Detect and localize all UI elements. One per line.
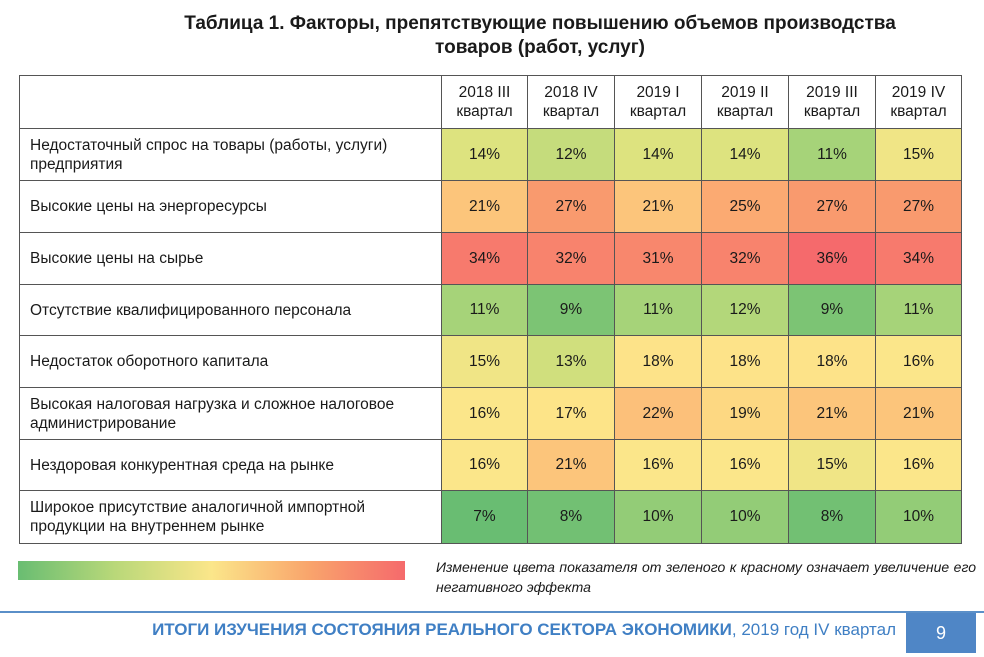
value-cell: 16% <box>441 439 528 491</box>
footer-period: , 2019 год IV квартал <box>731 620 896 639</box>
title-line-1: Таблица 1. Факторы, препятствующие повыш… <box>184 13 896 34</box>
column-header: 2019 III квартал <box>788 75 876 129</box>
value-cell: 12% <box>701 284 789 336</box>
color-scale-legend <box>18 561 405 580</box>
legend-note: Изменение цвета показателя от зеленого к… <box>436 559 976 595</box>
value-cell: 27% <box>875 180 962 233</box>
value-cell: 22% <box>614 387 702 440</box>
value-cell: 21% <box>875 387 962 440</box>
footer-divider <box>0 611 984 613</box>
footer-title: ИТОГИ ИЗУЧЕНИЯ СОСТОЯНИЯ РЕАЛЬНОГО СЕКТО… <box>152 620 732 639</box>
table-row: Недостаток оборотного капитала 15% 13% 18% 1… <box>19 335 962 388</box>
value-cell: 7% <box>441 490 528 544</box>
column-header: 2018 III квартал <box>441 75 528 129</box>
value-cell: 21% <box>441 180 528 233</box>
value-cell: 15% <box>441 335 528 388</box>
footer-caption: ИТОГИ ИЗУЧЕНИЯ СОСТОЯНИЯ РЕАЛЬНОГО СЕКТО… <box>0 618 896 642</box>
factor-label: Нездоровая конкурентная среда на рынке <box>19 439 442 491</box>
value-cell: 16% <box>701 439 789 491</box>
value-cell: 16% <box>614 439 702 491</box>
value-cell: 10% <box>614 490 702 544</box>
value-cell: 8% <box>788 490 876 544</box>
factor-label: Высокие цены на энергоресурсы <box>19 180 442 233</box>
value-cell: 14% <box>614 128 702 181</box>
table-row: Отсутствие квалифицированного персонала 1… <box>19 284 962 336</box>
factor-label: Недостаточный спрос на товары (работы, у… <box>19 128 442 181</box>
value-cell: 14% <box>441 128 528 181</box>
value-cell: 31% <box>614 232 702 285</box>
value-cell: 21% <box>788 387 876 440</box>
value-cell: 34% <box>875 232 962 285</box>
value-cell: 11% <box>875 284 962 336</box>
value-cell: 21% <box>614 180 702 233</box>
title-line-2: товаров (работ, услуг) <box>435 37 645 58</box>
value-cell: 16% <box>875 439 962 491</box>
value-cell: 10% <box>875 490 962 544</box>
value-cell: 18% <box>788 335 876 388</box>
header-corner <box>19 75 442 129</box>
value-cell: 15% <box>788 439 876 491</box>
column-header: 2018 IV квартал <box>527 75 615 129</box>
value-cell: 19% <box>701 387 789 440</box>
factor-label: Широкое присутствие аналогичной импортно… <box>19 490 442 544</box>
value-cell: 27% <box>788 180 876 233</box>
value-cell: 16% <box>441 387 528 440</box>
table-row: Нездоровая конкурентная среда на рынке 16… <box>19 439 962 491</box>
value-cell: 18% <box>614 335 702 388</box>
factor-label: Отсутствие квалифицированного персонала <box>19 284 442 336</box>
value-cell: 32% <box>527 232 615 285</box>
table-row: Недостаточный спрос на товары (работы, у… <box>19 128 962 181</box>
factor-label: Высокая налоговая нагрузка и сложное нал… <box>19 387 442 440</box>
value-cell: 34% <box>441 232 528 285</box>
value-cell: 36% <box>788 232 876 285</box>
value-cell: 15% <box>875 128 962 181</box>
value-cell: 11% <box>441 284 528 336</box>
value-cell: 17% <box>527 387 615 440</box>
value-cell: 32% <box>701 232 789 285</box>
table-row: Высокая налоговая нагрузка и сложное нал… <box>19 387 962 440</box>
value-cell: 16% <box>875 335 962 388</box>
value-cell: 21% <box>527 439 615 491</box>
column-header: 2019 II квартал <box>701 75 789 129</box>
page-number: 9 <box>906 613 976 653</box>
value-cell: 12% <box>527 128 615 181</box>
table-row: Высокие цены на энергоресурсы 21% 27% 21% 25… <box>19 180 962 233</box>
column-header: 2019 IV квартал <box>875 75 962 129</box>
value-cell: 9% <box>788 284 876 336</box>
factor-label: Высокие цены на сырье <box>19 232 442 285</box>
value-cell: 14% <box>701 128 789 181</box>
table-row: Высокие цены на сырье 34% 32% 31% 32% 36% 34% <box>19 232 962 285</box>
value-cell: 9% <box>527 284 615 336</box>
value-cell: 8% <box>527 490 615 544</box>
value-cell: 11% <box>788 128 876 181</box>
factor-label: Недостаток оборотного капитала <box>19 335 442 388</box>
value-cell: 10% <box>701 490 789 544</box>
value-cell: 27% <box>527 180 615 233</box>
table-row: Широкое присутствие аналогичной импортно… <box>19 490 962 544</box>
value-cell: 13% <box>527 335 615 388</box>
value-cell: 11% <box>614 284 702 336</box>
page-title: Таблица 1. Факторы, препятствующие повыш… <box>60 12 984 60</box>
value-cell: 25% <box>701 180 789 233</box>
value-cell: 18% <box>701 335 789 388</box>
